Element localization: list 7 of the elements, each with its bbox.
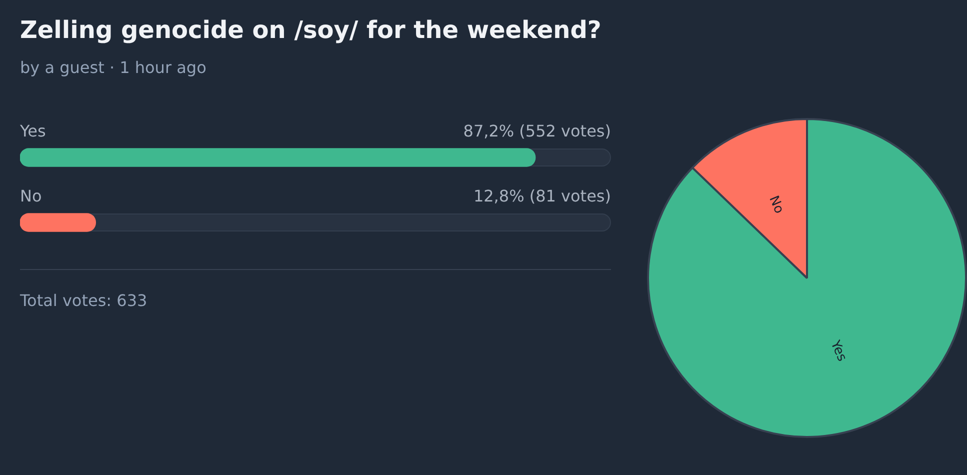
chart-title: Zelling genocide on /soy/ for the weekend? <box>20 16 602 44</box>
data-label: 12,8% (81 votes) <box>473 186 611 206</box>
slice-label: No <box>766 194 786 216</box>
chart-subtitle: by a guest · 1 hour ago <box>20 58 206 77</box>
text: Total votes: 633 <box>20 291 148 310</box>
data-label: 87,2% (552 votes) <box>463 122 611 140</box>
slice-label: Yes <box>826 338 850 364</box>
